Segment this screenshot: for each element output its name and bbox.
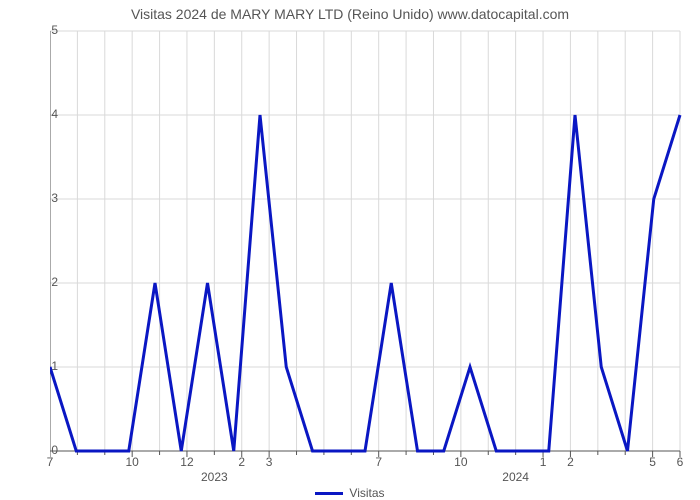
chart-container: Visitas 2024 de MARY MARY LTD (Reino Uni… [0, 0, 700, 500]
plot-area [50, 30, 680, 450]
y-tick-label: 4 [8, 107, 58, 121]
legend: Visitas [0, 482, 700, 500]
x-tick-label: 2 [238, 455, 245, 469]
legend-label: Visitas [349, 486, 384, 500]
legend-item-visitas: Visitas [315, 486, 384, 500]
y-tick-label: 3 [8, 191, 58, 205]
x-tick-label: 6 [677, 455, 684, 469]
legend-swatch [315, 492, 343, 495]
x-tick-label: 10 [454, 455, 467, 469]
y-tick-label: 2 [8, 275, 58, 289]
chart-title: Visitas 2024 de MARY MARY LTD (Reino Uni… [0, 6, 700, 22]
x-tick-label: 2 [567, 455, 574, 469]
x-tick-label: 3 [266, 455, 273, 469]
x-tick-label: 12 [180, 455, 193, 469]
x-tick-label: 10 [125, 455, 138, 469]
y-tick-label: 1 [8, 359, 58, 373]
plot-svg [50, 30, 682, 462]
x-tick-label: 7 [375, 455, 382, 469]
y-tick-label: 5 [8, 23, 58, 37]
x-tick-label: 1 [540, 455, 547, 469]
x-tick-label: 7 [47, 455, 54, 469]
x-tick-label: 5 [649, 455, 656, 469]
